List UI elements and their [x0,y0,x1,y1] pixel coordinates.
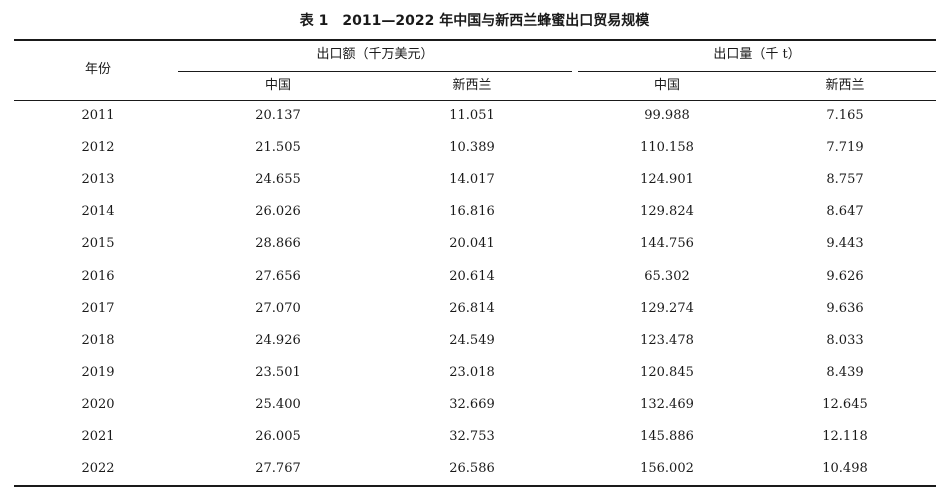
cell-volume-new-zealand: 8.757 [826,172,864,187]
group-rule-volume [578,71,936,72]
cell-volume-china: 129.274 [640,301,694,316]
table-caption: 表 1 2011—2022 年中国与新西兰蜂蜜出口贸易规模 [0,10,949,30]
cell-volume-china: 144.756 [640,236,694,251]
cell-value-china: 27.070 [255,301,301,316]
cell-value-new-zealand: 11.051 [449,108,495,123]
cell-volume-new-zealand: 7.719 [826,140,864,155]
cell-value-china: 23.501 [255,365,301,380]
cell-value-china: 21.505 [255,140,301,155]
cell-volume-china: 99.988 [644,108,690,123]
cell-value-china: 27.656 [255,269,301,284]
cell-volume-china: 110.158 [640,140,694,155]
cell-volume-new-zealand: 8.647 [826,204,864,219]
cell-value-new-zealand: 10.389 [449,140,495,155]
cell-value-china: 25.400 [255,397,301,412]
header-value-china: 中国 [264,78,291,93]
cell-year: 2013 [81,172,115,187]
cell-value-china: 26.005 [255,429,301,444]
cell-value-new-zealand: 32.753 [449,429,495,444]
cell-value-new-zealand: 32.669 [449,397,495,412]
cell-year: 2011 [81,108,115,123]
caption-number: 表 1 [299,13,329,29]
caption-title: 2011—2022 年中国与新西兰蜂蜜出口贸易规模 [342,13,650,29]
cell-volume-new-zealand: 10.498 [822,461,868,476]
cell-value-china: 24.926 [255,333,301,348]
header-export-value: 出口额（千万美元） [316,47,434,62]
bottom-rule [14,485,936,487]
header-rule [14,100,936,101]
cell-volume-new-zealand: 7.165 [826,108,864,123]
header-export-volume: 出口量（千 t） [713,47,801,62]
cell-value-new-zealand: 20.041 [449,236,495,251]
cell-value-china: 27.767 [255,461,301,476]
cell-volume-new-zealand: 12.118 [822,429,868,444]
cell-value-china: 24.655 [255,172,301,187]
cell-volume-new-zealand: 8.439 [826,365,864,380]
cell-year: 2018 [81,333,115,348]
header-value-new-zealand: 新西兰 [452,78,492,93]
cell-value-new-zealand: 20.614 [449,269,495,284]
cell-value-new-zealand: 24.549 [449,333,495,348]
cell-value-china: 28.866 [255,236,301,251]
header-year: 年份 [84,62,111,77]
group-rule-value [178,71,572,72]
top-rule [14,39,936,41]
cell-volume-china: 132.469 [640,397,694,412]
cell-volume-china: 129.824 [640,204,694,219]
cell-volume-new-zealand: 9.443 [826,236,864,251]
cell-year: 2017 [81,301,115,316]
header-volume-china: 中国 [653,78,680,93]
cell-value-china: 26.026 [255,204,301,219]
cell-value-new-zealand: 14.017 [449,172,495,187]
cell-value-new-zealand: 26.814 [449,301,495,316]
cell-volume-new-zealand: 9.626 [826,269,864,284]
cell-year: 2015 [81,236,115,251]
cell-year: 2014 [81,204,115,219]
cell-volume-china: 156.002 [640,461,694,476]
cell-volume-china: 124.901 [640,172,694,187]
cell-year: 2021 [81,429,115,444]
cell-volume-new-zealand: 9.636 [826,301,864,316]
header-volume-new-zealand: 新西兰 [825,78,865,93]
cell-year: 2016 [81,269,115,284]
cell-volume-new-zealand: 8.033 [826,333,864,348]
cell-volume-china: 120.845 [640,365,694,380]
cell-value-new-zealand: 16.816 [449,204,495,219]
cell-value-new-zealand: 23.018 [449,365,495,380]
cell-year: 2020 [81,397,115,412]
cell-value-china: 20.137 [255,108,301,123]
cell-volume-new-zealand: 12.645 [822,397,868,412]
cell-year: 2022 [81,461,115,476]
cell-volume-china: 123.478 [640,333,694,348]
cell-value-new-zealand: 26.586 [449,461,495,476]
cell-year: 2012 [81,140,115,155]
cell-volume-china: 145.886 [640,429,694,444]
cell-year: 2019 [81,365,115,380]
cell-volume-china: 65.302 [644,269,690,284]
